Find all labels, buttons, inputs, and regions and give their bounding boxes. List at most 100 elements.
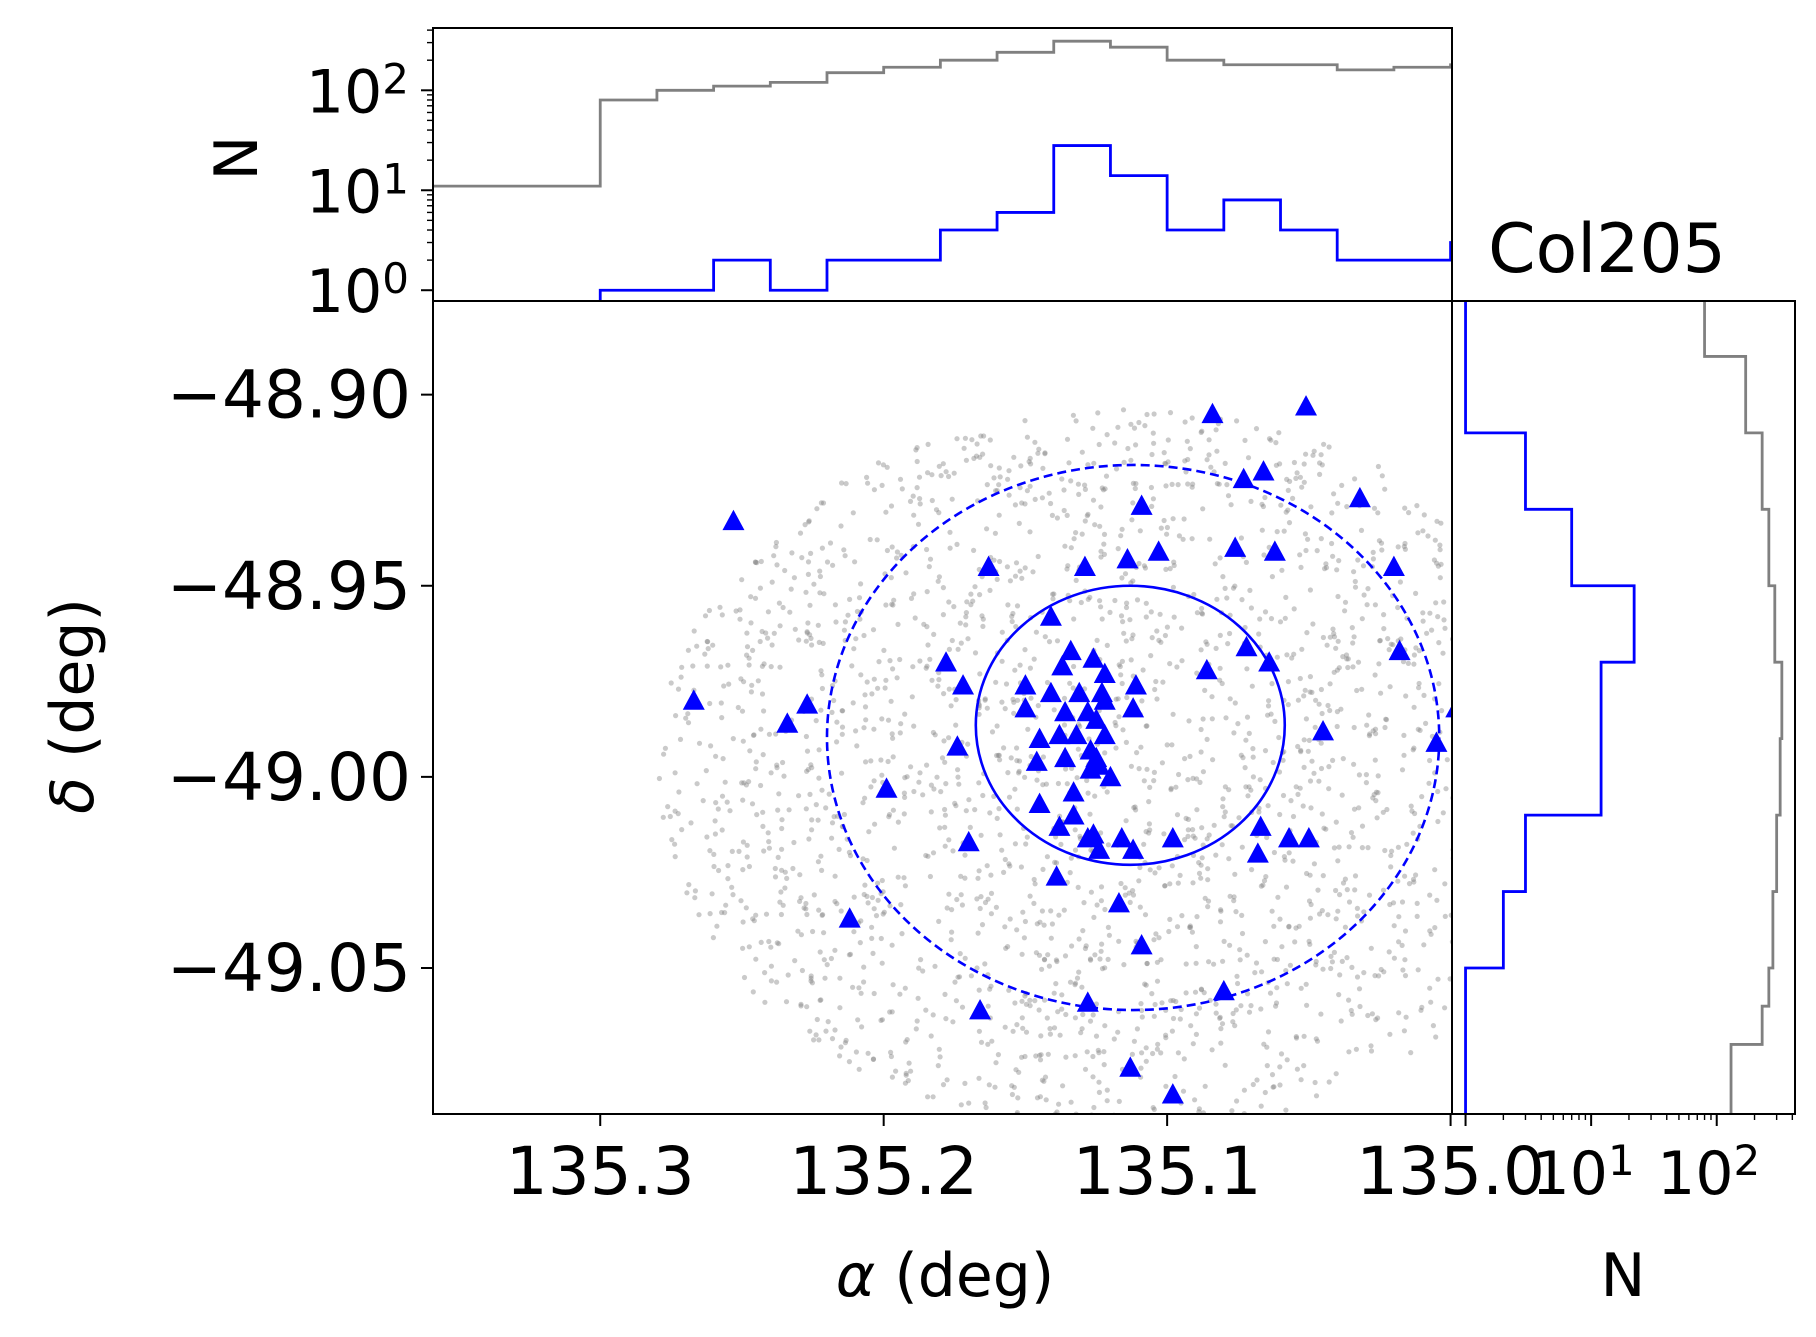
field-star-point — [1122, 571, 1129, 577]
field-star-point — [1346, 997, 1352, 1003]
field-star-point — [1037, 1057, 1044, 1063]
field-star-point — [803, 900, 809, 907]
field-star-point — [1359, 823, 1366, 829]
field-star-point — [890, 754, 896, 760]
field-star-point — [1131, 425, 1138, 431]
field-star-point — [1180, 1088, 1187, 1094]
field-star-point — [997, 558, 1003, 565]
field-star-point — [1013, 1067, 1019, 1073]
field-star-point — [1256, 805, 1262, 811]
field-star-point — [803, 806, 809, 812]
field-star-point — [1099, 941, 1105, 947]
field-star-point — [1269, 574, 1275, 580]
field-star-point — [871, 487, 878, 493]
field-star-point — [720, 756, 726, 762]
field-star-point — [1400, 967, 1406, 973]
field-star-point — [1328, 965, 1334, 972]
field-star-point — [1006, 987, 1012, 993]
field-star-point — [1259, 527, 1265, 533]
field-star-point — [925, 470, 931, 476]
field-star-point — [959, 902, 966, 908]
field-star-point — [801, 905, 807, 911]
field-star-point — [872, 821, 878, 827]
field-star-point — [775, 854, 781, 861]
member-star-point — [1099, 765, 1122, 787]
field-star-point — [809, 642, 815, 648]
field-star-point — [752, 595, 759, 601]
field-star-point — [1087, 956, 1093, 962]
field-star-point — [929, 677, 935, 683]
field-star-point — [1203, 639, 1209, 645]
field-star-point — [1375, 790, 1381, 796]
field-star-point — [712, 818, 718, 824]
field-star-point — [1320, 966, 1326, 972]
field-star-point — [1403, 1014, 1409, 1020]
field-star-point — [916, 965, 922, 971]
field-star-point — [1123, 739, 1129, 746]
field-star-point — [765, 830, 771, 836]
member-star-point — [796, 693, 819, 714]
field-star-point — [1219, 842, 1225, 848]
field-star-point — [1002, 1024, 1008, 1030]
field-star-point — [1049, 512, 1055, 519]
field-star-point — [1075, 746, 1081, 752]
field-star-point — [1323, 561, 1329, 567]
member-star-point — [1161, 827, 1184, 848]
field-star-point — [804, 748, 811, 754]
field-star-point — [1358, 527, 1365, 534]
field-star-point — [917, 770, 923, 776]
field-star-point — [1206, 959, 1212, 965]
field-star-point — [1283, 1107, 1289, 1113]
field-star-point — [1095, 410, 1101, 416]
field-star-point — [875, 460, 882, 466]
field-star-point — [971, 455, 977, 461]
field-star-point — [837, 975, 843, 981]
field-star-point — [1402, 873, 1408, 879]
field-star-point — [1202, 895, 1208, 901]
field-star-point — [1285, 679, 1291, 685]
field-star-point — [1083, 943, 1089, 949]
field-star-point — [1199, 611, 1206, 617]
field-star-point — [1274, 985, 1280, 991]
field-star-point — [1005, 476, 1011, 482]
field-star-point — [766, 938, 772, 945]
field-star-point — [718, 664, 724, 670]
field-star-point — [729, 884, 735, 890]
field-star-point — [1012, 667, 1018, 673]
field-star-point — [856, 595, 863, 601]
field-star-point — [744, 630, 750, 636]
field-star-point — [1274, 654, 1280, 660]
field-star-point — [1375, 773, 1381, 779]
field-star-point — [1286, 924, 1292, 930]
field-star-point — [917, 501, 923, 507]
field-star-point — [952, 979, 958, 985]
field-star-point — [776, 791, 782, 797]
field-star-point — [841, 547, 847, 553]
field-star-point — [1331, 634, 1338, 640]
field-star-point — [1408, 803, 1414, 809]
field-star-point — [1372, 757, 1378, 763]
field-star-point — [861, 891, 867, 898]
field-star-point — [775, 807, 781, 813]
field-star-point — [814, 506, 820, 512]
field-star-point — [1037, 1094, 1043, 1100]
field-star-point — [827, 540, 834, 546]
field-star-point — [1352, 887, 1358, 893]
field-star-point — [1217, 919, 1224, 925]
field-star-point — [1435, 788, 1441, 795]
field-star-point — [979, 613, 985, 619]
field-star-point — [1378, 966, 1384, 973]
field-star-point — [974, 441, 980, 447]
field-star-point — [924, 762, 930, 768]
field-star-point — [1162, 632, 1168, 639]
field-star-point — [1097, 956, 1103, 962]
field-star-point — [831, 697, 837, 704]
field-star-point — [1372, 973, 1378, 979]
field-star-point — [903, 570, 909, 576]
field-star-point — [1384, 806, 1390, 813]
field-star-point — [1217, 1014, 1223, 1020]
field-star-point — [1161, 831, 1167, 837]
field-star-point — [846, 952, 853, 958]
field-star-point — [1105, 842, 1111, 848]
field-star-point — [940, 612, 947, 618]
